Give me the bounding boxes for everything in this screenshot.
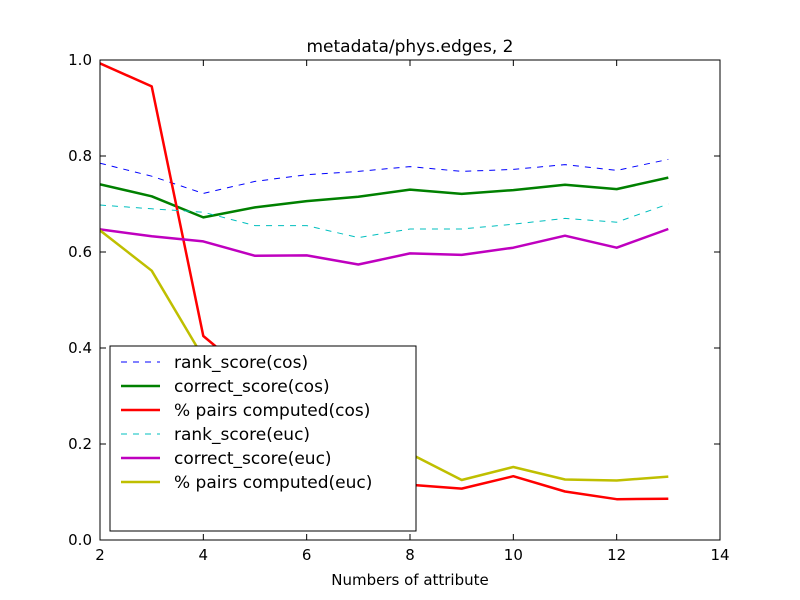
legend-entry-4: rank_score(euc) (121, 425, 310, 445)
legend-entry-5: correct_score(euc) (121, 449, 332, 469)
x-axis-label: Numbers of attribute (331, 571, 489, 589)
legend-entry-1: rank_score(cos) (121, 353, 308, 373)
x-tick-label: 10 (504, 546, 523, 564)
legend-label: rank_score(euc) (174, 425, 310, 445)
legend-label: rank_score(cos) (174, 353, 308, 373)
legend-entry-3: % pairs computed(cos) (121, 401, 370, 421)
x-tick-label: 4 (199, 546, 209, 564)
series-line-5 (100, 227, 669, 266)
x-tick-label: 2 (95, 546, 105, 564)
legend-entries: rank_score(cos) correct_score(cos) % pairs… (121, 353, 372, 493)
x-tick-label: 12 (607, 546, 626, 564)
x-tick-label: 14 (710, 546, 729, 564)
x-tick-label: 6 (302, 546, 312, 564)
y-tick-label: 0.0 (68, 531, 92, 549)
tick-layer: 2 4 6 8 10 12 14 0.0 0.2 0.4 0.6 0.8 1.0 (68, 51, 729, 564)
x-tick-label: 8 (405, 546, 415, 564)
y-tick-label: 0.2 (68, 435, 92, 453)
legend-box (109, 345, 417, 532)
legend-entry-6: % pairs computed(euc) (121, 473, 372, 493)
legend-label: % pairs computed(euc) (174, 473, 372, 493)
legend-label: correct_score(cos) (174, 377, 330, 397)
legend: rank_score(cos) correct_score(cos) % pairs… (109, 345, 417, 532)
y-tick-label: 0.4 (68, 339, 92, 357)
y-tick-label: 0.6 (68, 243, 92, 261)
chart-title: metadata/phys.edges, 2 (307, 37, 514, 57)
legend-label: % pairs computed(cos) (174, 401, 370, 421)
series-line-2 (100, 176, 669, 219)
y-tick-label: 1.0 (68, 51, 92, 69)
series-line-1 (100, 158, 669, 194)
legend-label: correct_score(euc) (174, 449, 332, 469)
y-tick-label: 0.8 (68, 147, 92, 165)
legend-entry-2: correct_score(cos) (121, 377, 330, 397)
